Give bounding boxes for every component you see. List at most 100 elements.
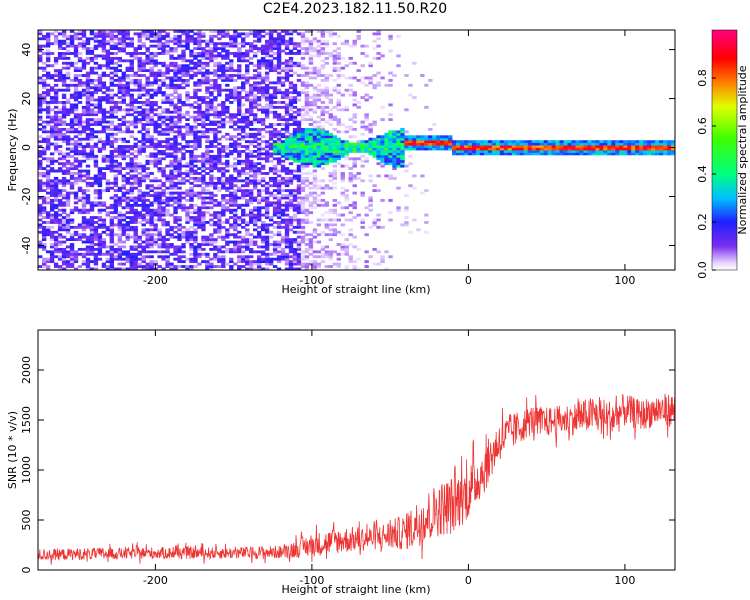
spectrogram-cell xyxy=(193,74,198,77)
spectrogram-cell xyxy=(137,96,142,99)
spectrogram-cell xyxy=(117,137,123,141)
spectrogram-cell xyxy=(53,61,59,65)
spectrogram-cell xyxy=(280,83,286,87)
spectrogram-cell xyxy=(264,243,270,246)
spectrogram-cell xyxy=(304,221,310,224)
spectrogram-cell xyxy=(81,120,87,124)
spectrogram-cell xyxy=(121,120,126,124)
spectrogram-cell xyxy=(133,181,138,185)
spectrogram-cell xyxy=(181,245,186,249)
spectrogram-cell xyxy=(205,240,210,244)
spectrogram-cell xyxy=(221,206,226,210)
spectrogram-cell xyxy=(89,206,95,210)
spectrogram-cell xyxy=(241,162,246,166)
spectrogram-cell xyxy=(45,174,51,178)
spectrogram-cell xyxy=(45,147,51,151)
spectrogram-cell xyxy=(197,42,202,46)
spectrogram-cell xyxy=(320,59,326,63)
spectrogram-cell xyxy=(256,145,262,148)
spectrogram-cell xyxy=(45,230,51,234)
spectrogram-cell xyxy=(121,30,126,33)
spectrogram-cell xyxy=(284,213,290,217)
spectrogram-cell xyxy=(113,105,119,109)
spectrogram-cell xyxy=(81,44,87,48)
spectrogram-cell xyxy=(165,228,170,232)
spectrogram-cell xyxy=(137,34,142,38)
spectrogram-cell xyxy=(284,235,290,239)
spectrogram-cell xyxy=(125,32,130,36)
spectrogram-cell xyxy=(233,157,238,161)
spectrogram-cell xyxy=(328,135,334,139)
spectrogram-cell xyxy=(101,140,107,144)
spectrogram-cell xyxy=(185,164,190,168)
spectrogram-cell xyxy=(105,127,111,131)
spectrogram-cell xyxy=(237,250,242,254)
spectrogram-cell xyxy=(205,115,210,119)
spectrogram-cell xyxy=(45,64,51,68)
spectrogram-cell xyxy=(256,201,262,205)
spectrogram-cell xyxy=(89,260,95,264)
spectrogram-cell xyxy=(153,71,158,75)
spectrogram-cell xyxy=(376,250,381,254)
spectrogram-cell xyxy=(217,137,222,141)
spectrogram-cell xyxy=(49,169,55,173)
spectrogram-cell xyxy=(69,225,75,229)
spectrogram-cell xyxy=(193,230,198,234)
spectrogram-cell xyxy=(300,172,306,175)
spectrogram-cell xyxy=(252,98,258,102)
spectrogram-cell xyxy=(101,201,107,205)
spectrogram-cell xyxy=(292,191,298,195)
spectrogram-cell xyxy=(105,30,111,33)
spectrogram-cell xyxy=(165,130,170,134)
spectrogram-cell xyxy=(404,140,409,144)
spectrogram-cell xyxy=(249,154,254,158)
spectrogram-cell xyxy=(288,132,294,136)
spectrogram-cell xyxy=(173,47,178,50)
spectrogram-cell xyxy=(308,145,314,148)
spectrogram-cell xyxy=(45,179,51,183)
spectrogram-cell xyxy=(141,260,146,264)
spectrogram-cell xyxy=(109,78,115,82)
spectrogram-cell xyxy=(264,64,270,68)
spectrogram-cell xyxy=(260,52,266,55)
spectrogram-cell xyxy=(396,137,401,141)
spectrogram-cell xyxy=(332,49,337,53)
spectrogram-cell xyxy=(69,186,75,190)
spectrogram-cell xyxy=(38,32,43,36)
spectrogram-cell xyxy=(205,78,210,82)
spectrogram-cell xyxy=(304,198,310,202)
spectrogram-cell xyxy=(189,66,194,70)
spectrogram-cell xyxy=(89,91,95,95)
spectrogram-cell xyxy=(169,145,174,148)
spectrogram-cell xyxy=(65,49,71,53)
spectrogram-cell xyxy=(300,91,306,95)
spectrogram-cell xyxy=(300,228,306,232)
spectrogram-cell xyxy=(376,71,381,75)
spectrogram-cell xyxy=(141,233,146,237)
spectrogram-cell xyxy=(221,194,226,197)
spectrogram-cell xyxy=(177,98,182,102)
spectrogram-cell xyxy=(157,162,162,166)
spectrogram-cell xyxy=(233,44,238,48)
spectrogram-cell xyxy=(61,250,67,254)
spectrogram-cell xyxy=(197,118,202,122)
spectrogram-cell xyxy=(101,157,107,161)
spectrogram-cell xyxy=(145,245,150,249)
spectrogram-cell xyxy=(241,39,246,43)
spectrogram-cell xyxy=(38,145,43,148)
spectrogram-cell xyxy=(308,123,314,126)
spectrogram-cell xyxy=(69,130,75,134)
spectrogram-cell xyxy=(304,154,310,158)
spectrogram-cell xyxy=(61,252,67,256)
spectrogram-cell xyxy=(336,157,341,161)
spectrogram-cell xyxy=(157,208,162,212)
spectrogram-cell xyxy=(276,201,282,205)
spectrogram-cell xyxy=(344,145,349,148)
spectrogram-cell xyxy=(268,110,274,114)
spectrogram-cell xyxy=(129,255,134,259)
spectrogram-cell xyxy=(233,203,238,207)
spectrogram-cell xyxy=(117,32,123,36)
spectrogram-cell xyxy=(388,150,393,153)
spectrogram-cell xyxy=(181,103,186,107)
spectrogram-cell xyxy=(165,191,170,195)
